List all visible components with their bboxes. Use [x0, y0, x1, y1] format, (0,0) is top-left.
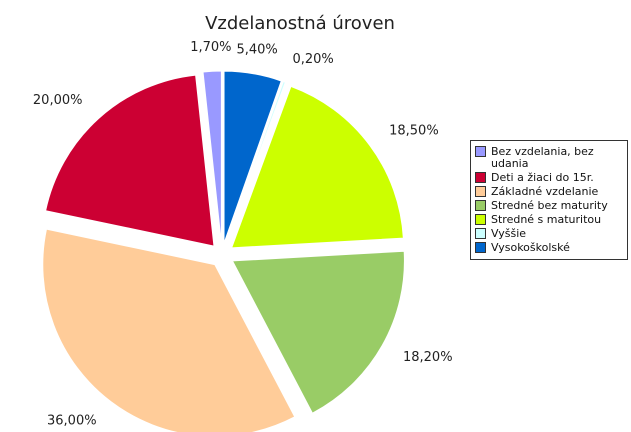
data-label: 18,20% — [403, 350, 453, 365]
legend-swatch — [475, 186, 486, 197]
data-label: 5,40% — [236, 42, 277, 57]
legend-label: Stredné bez maturity — [491, 199, 608, 212]
legend-item: Vyššie — [475, 228, 623, 240]
legend-item: Bez vzdelania, bez udania — [475, 146, 623, 170]
pie-slice — [45, 74, 215, 247]
legend-swatch — [475, 228, 486, 239]
data-label: 18,50% — [389, 124, 439, 139]
legend-item: Vysokoškolské — [475, 242, 623, 254]
legend-label: Vysokoškolské — [491, 241, 570, 254]
legend-swatch — [475, 172, 486, 183]
data-label: 1,70% — [190, 40, 231, 55]
legend-label: Stredné s maturitou — [491, 213, 602, 226]
legend-label: Deti a žiaci do 15r. — [491, 171, 594, 184]
pie-slice — [202, 70, 222, 244]
legend-swatch — [475, 214, 486, 225]
legend-swatch — [475, 242, 486, 253]
legend-label: Vyššie — [491, 227, 527, 240]
legend: Bez vzdelania, bez udania Deti a žiaci do… — [470, 140, 628, 260]
legend-item: Základné vzdelanie — [475, 186, 623, 198]
legend-item: Stredné bez maturity — [475, 200, 623, 212]
pie-slice — [223, 70, 282, 244]
legend-swatch — [475, 200, 486, 211]
pie-slice — [225, 80, 286, 244]
legend-label: Základné vzdelanie — [491, 185, 599, 198]
data-label: 0,20% — [292, 52, 333, 67]
chart-title: Vzdelanostná úroven — [205, 13, 395, 34]
legend-item: Deti a žiaci do 15r. — [475, 172, 623, 184]
legend-label: Bez vzdelania, bez udania — [491, 145, 594, 170]
legend-swatch — [475, 146, 486, 157]
data-label: 20,00% — [33, 93, 83, 108]
legend-item: Stredné s maturitou — [475, 214, 623, 226]
pie-slice — [231, 250, 405, 414]
pie-slice — [230, 85, 404, 249]
data-label: 36,00% — [47, 413, 97, 428]
pie-slice — [42, 228, 296, 432]
